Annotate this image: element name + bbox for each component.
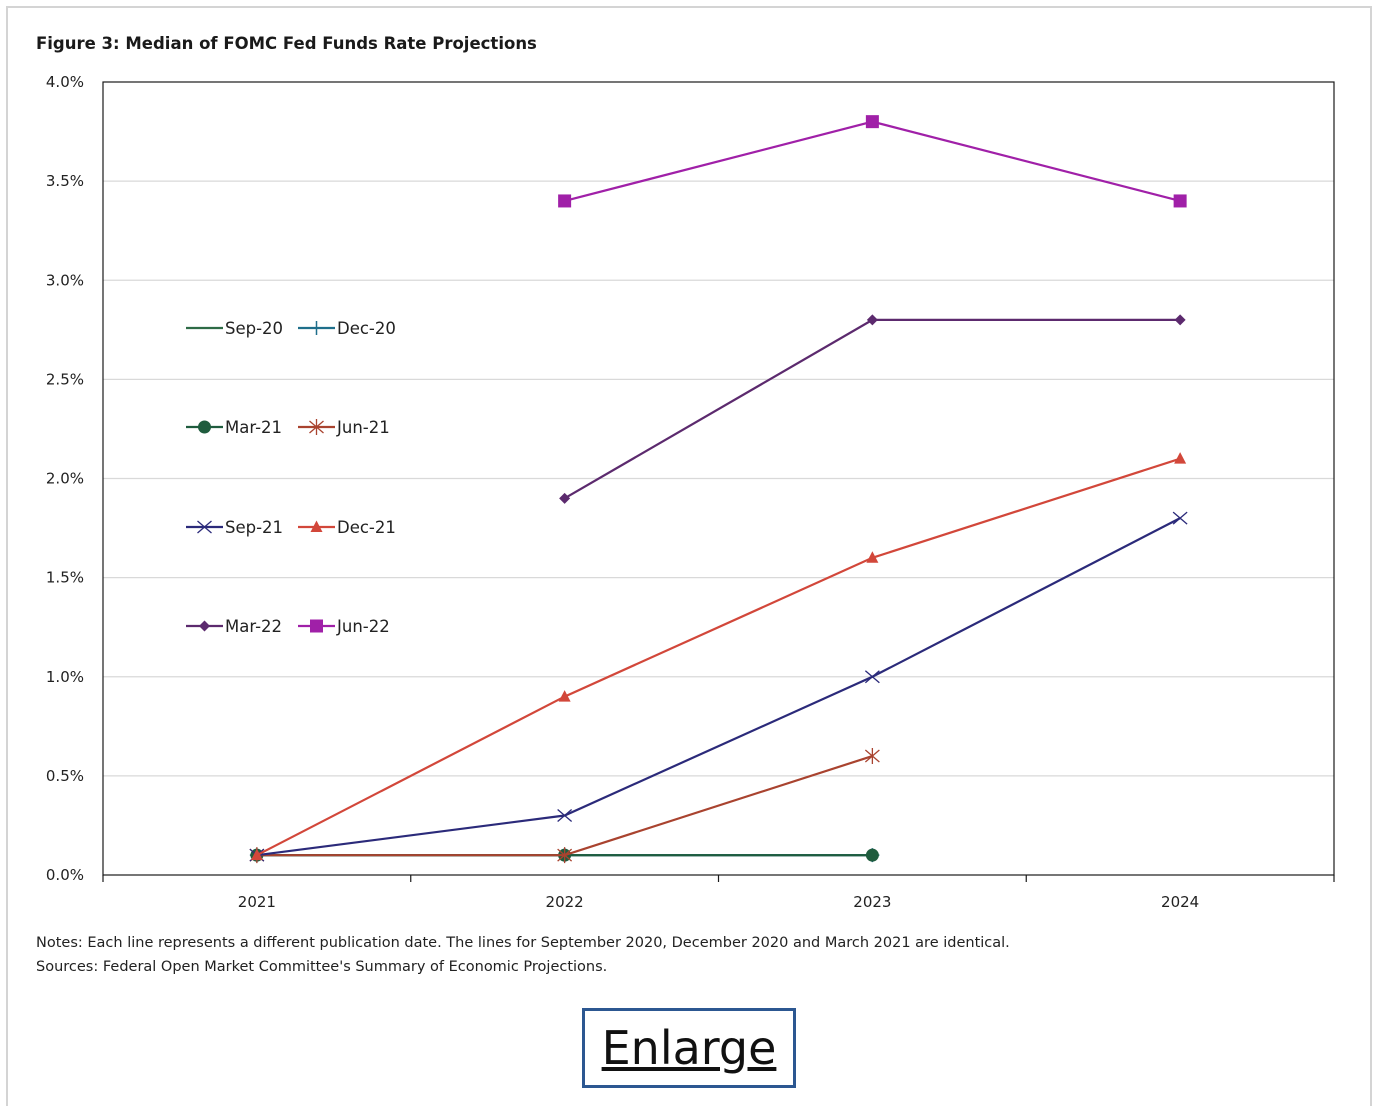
data-point-mar-22 (559, 492, 571, 504)
legend-marker-mar-22 (199, 620, 210, 632)
legend-marker-jun-22 (310, 619, 323, 633)
legend: Sep-20 Dec-20 Mar-21 Jun-21 Sep-21 Dec-21 Mar-… (186, 319, 396, 636)
figure-frame (6, 6, 1372, 1106)
legend-label-jun-22: Jun-22 (336, 617, 390, 636)
chart-title: Figure 3: Median of FOMC Fed Funds Rate … (36, 34, 537, 53)
legend-label-mar-21: Mar-21 (225, 418, 282, 437)
legend-marker-dec-20 (309, 321, 324, 335)
legend-marker-jun-21 (309, 419, 324, 435)
y-tick-label: 0.5% (46, 767, 84, 785)
enlarge-link[interactable]: Enlarge (582, 1008, 796, 1088)
legend-marker-mar-21 (198, 420, 211, 434)
grid-lines (103, 180, 1334, 777)
data-point-jun-21 (864, 748, 880, 765)
y-tick-label: 2.0% (46, 470, 84, 488)
data-point-mar-21 (865, 848, 879, 862)
series-jun-22 (558, 115, 1187, 208)
legend-item-sep-21: Sep-21 (186, 518, 283, 537)
axes: 0.0% 0.5% 1.0% 1.5% 2.0% 2.5% 3.0% 3.5% 4.0% 2021… (46, 73, 1335, 911)
y-tick-label: 4.0% (46, 73, 84, 91)
series-lines (249, 115, 1188, 864)
legend-item-jun-21: Jun-21 (298, 418, 390, 437)
data-point-jun-21 (557, 847, 573, 864)
x-tick-label: 2023 (853, 893, 891, 911)
data-point-dec-21 (866, 551, 879, 563)
series-mar-22 (559, 314, 1186, 504)
legend-label-dec-20: Dec-20 (337, 319, 396, 338)
x-tick-label: 2024 (1161, 893, 1199, 911)
y-tick-label: 1.0% (46, 668, 84, 686)
data-point-dec-21 (250, 848, 263, 861)
series-line-jun-21 (256, 755, 873, 857)
series-dec-21 (250, 452, 1187, 861)
data-point-dec-21 (1174, 452, 1187, 464)
legend-marker-sep-21 (197, 520, 212, 534)
data-point-mar-22 (1174, 314, 1186, 326)
data-point-mar-22 (866, 314, 878, 326)
legend-item-dec-21: Dec-21 (298, 518, 396, 537)
data-point-dec-21 (558, 690, 571, 702)
legend-item-mar-21: Mar-21 (186, 418, 282, 437)
series-sep-21 (249, 511, 1188, 862)
series-line-jun-22 (564, 120, 1181, 203)
data-point-jun-22 (558, 194, 572, 208)
legend-label-jun-21: Jun-21 (336, 418, 390, 437)
series-line-sep-21 (256, 517, 1181, 857)
series-line-dec-21 (256, 457, 1181, 857)
legend-label-dec-21: Dec-21 (337, 518, 396, 537)
data-point-jun-22 (1173, 194, 1187, 208)
legend-marker-dec-21 (310, 520, 323, 532)
legend-label-sep-21: Sep-21 (225, 518, 283, 537)
chart-note: Notes: Each line represents a different … (36, 935, 1010, 951)
data-point-sep-21 (864, 670, 880, 684)
fed-funds-chart: Figure 3: Median of FOMC Fed Funds Rate … (36, 34, 1335, 975)
x-tick-label: 2022 (546, 893, 584, 911)
x-tick-label: 2021 (238, 893, 276, 911)
chart-source: Sources: Federal Open Market Committee's… (36, 959, 607, 975)
data-point-sep-21 (557, 809, 573, 823)
legend-label-sep-20: Sep-20 (225, 319, 283, 338)
y-tick-label: 3.5% (46, 172, 84, 190)
series-line-mar-22 (564, 318, 1181, 500)
y-tick-label: 0.0% (46, 866, 84, 884)
data-point-jun-22 (865, 115, 879, 129)
data-point-sep-21 (1172, 511, 1188, 525)
legend-item-jun-22: Jun-22 (298, 617, 390, 636)
series-jun-21 (249, 748, 880, 864)
y-tick-label: 3.0% (46, 271, 84, 289)
legend-label-mar-22: Mar-22 (225, 617, 282, 636)
legend-item-mar-22: Mar-22 (186, 617, 282, 636)
legend-item-sep-20: Sep-20 (186, 319, 283, 338)
legend-item-dec-20: Dec-20 (298, 319, 396, 338)
y-tick-label: 1.5% (46, 569, 84, 587)
y-tick-label: 2.5% (46, 370, 84, 388)
